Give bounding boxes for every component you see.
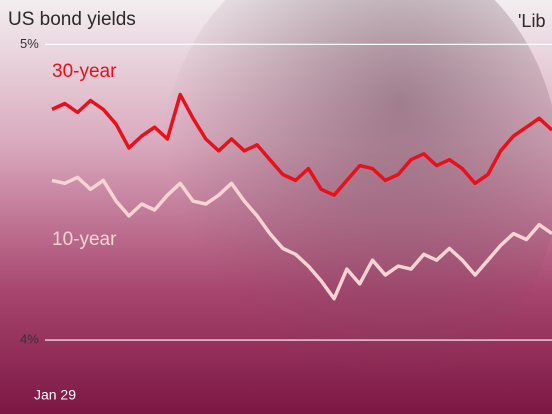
chart-title: US bond yields <box>8 9 136 30</box>
photo-figure <box>160 0 552 400</box>
x-tick-label: Jan 29 <box>34 387 76 403</box>
series-label: 10-year <box>52 229 117 250</box>
series-line <box>51 92 552 197</box>
series-line <box>51 175 552 301</box>
series-label: 30-year <box>52 61 117 82</box>
y-tick-label: 5% <box>20 36 39 51</box>
annotation: 'Lib <box>518 11 545 31</box>
y-tick-label: 4% <box>20 332 39 347</box>
